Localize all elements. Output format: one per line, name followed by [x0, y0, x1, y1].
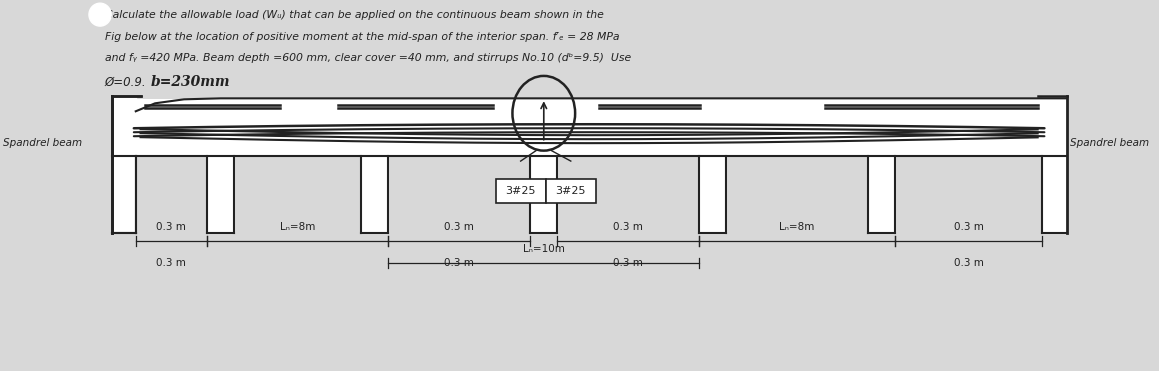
FancyBboxPatch shape: [111, 99, 1066, 156]
Polygon shape: [699, 156, 726, 233]
Text: 0.3 m: 0.3 m: [954, 258, 984, 268]
Text: Ø=0.9.: Ø=0.9.: [104, 75, 146, 88]
Text: 0.3 m: 0.3 m: [954, 222, 984, 232]
Text: Lₙ=8m: Lₙ=8m: [779, 222, 815, 232]
Text: Lₙ=8m: Lₙ=8m: [280, 222, 315, 232]
Text: 0.3 m: 0.3 m: [444, 258, 474, 268]
FancyBboxPatch shape: [546, 179, 596, 203]
Text: 0.3 m: 0.3 m: [444, 222, 474, 232]
Circle shape: [89, 3, 111, 26]
Polygon shape: [1042, 96, 1066, 233]
Polygon shape: [362, 156, 388, 233]
Text: Spandrel beam: Spandrel beam: [1070, 138, 1149, 148]
FancyBboxPatch shape: [496, 179, 546, 203]
Text: 0.3 m: 0.3 m: [156, 222, 187, 232]
Text: and fᵧ =420 MPa. Beam depth =600 mm, clear cover =40 mm, and stirrups No.10 (dᵇ=: and fᵧ =420 MPa. Beam depth =600 mm, cle…: [104, 53, 632, 63]
Polygon shape: [868, 156, 895, 233]
Text: Calculate the allowable load (Wᵤ) that can be applied on the continuous beam sho: Calculate the allowable load (Wᵤ) that c…: [104, 10, 604, 20]
Polygon shape: [111, 98, 1066, 156]
Text: 0.3 m: 0.3 m: [156, 258, 187, 268]
Text: 3#25: 3#25: [505, 186, 535, 196]
Text: Lₙ=10m: Lₙ=10m: [523, 244, 564, 254]
Polygon shape: [531, 156, 557, 233]
Text: 0.3 m: 0.3 m: [613, 258, 643, 268]
Text: Spandrel beam: Spandrel beam: [2, 138, 82, 148]
Polygon shape: [111, 96, 136, 233]
Text: Fig below at the location of positive moment at the mid-span of the interior spa: Fig below at the location of positive mo…: [104, 32, 619, 42]
Text: 0.3 m: 0.3 m: [613, 222, 643, 232]
Polygon shape: [207, 156, 234, 233]
Text: b=230mm: b=230mm: [151, 75, 229, 89]
Text: 3#25: 3#25: [555, 186, 586, 196]
